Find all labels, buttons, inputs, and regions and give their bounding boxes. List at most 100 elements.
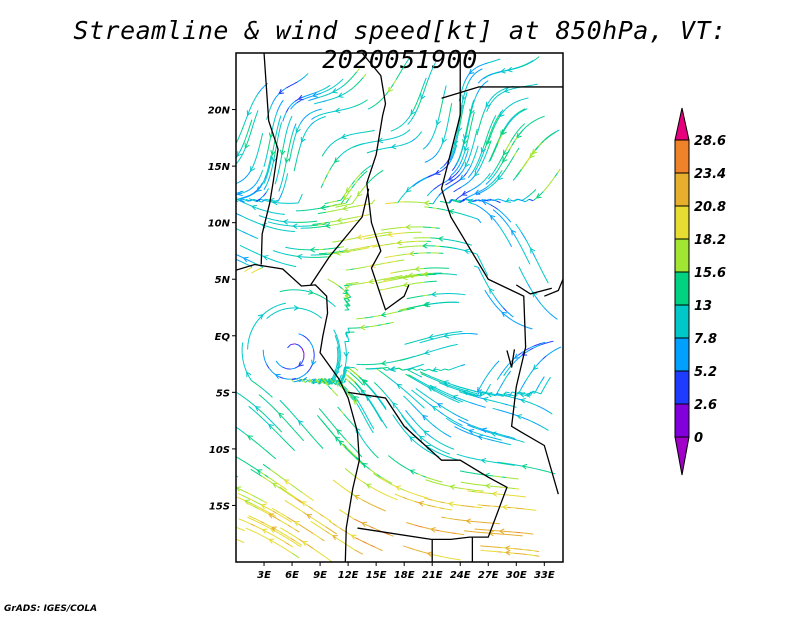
streamline-segment — [313, 102, 319, 105]
streamline-segment — [353, 237, 358, 240]
streamline-segment — [473, 138, 476, 144]
streamline-segment — [475, 161, 479, 167]
streamline-segment — [298, 489, 304, 494]
streamline-segment — [490, 153, 494, 158]
streamline-segment — [337, 203, 342, 206]
streamline-segment — [247, 204, 253, 207]
streamline-segment — [252, 517, 257, 520]
streamline-segment — [391, 277, 397, 280]
streamline-segment — [439, 530, 444, 533]
streamline-segment — [446, 239, 452, 241]
streamline-segment — [266, 466, 271, 470]
streamline-segment — [386, 375, 391, 380]
streamlines — [195, 56, 562, 562]
streamline-segment — [477, 125, 481, 131]
streamline-segment — [479, 428, 484, 432]
streamline-segment — [261, 198, 266, 203]
streamline-segment — [453, 189, 458, 193]
streamline-segment — [269, 159, 272, 165]
streamline-segment — [275, 93, 280, 98]
streamline-segment — [462, 429, 467, 433]
streamline-segment — [221, 200, 225, 201]
streamline-segment — [269, 533, 275, 537]
streamline-segment — [461, 155, 464, 161]
streamline-segment — [350, 268, 355, 271]
streamline-segment — [422, 503, 428, 506]
streamline-segment — [279, 159, 282, 165]
streamline-segment — [416, 368, 421, 371]
streamline-segment — [282, 87, 287, 92]
streamline-segment — [239, 244, 245, 248]
streamline-segment — [301, 76, 306, 80]
streamline-segment — [444, 502, 449, 505]
streamline-segment — [345, 439, 350, 444]
streamline-segment — [389, 276, 395, 279]
streamline-segment — [228, 536, 232, 537]
streamline-segment — [411, 492, 417, 496]
streamline-segment — [220, 254, 224, 255]
streamline-segment — [299, 119, 304, 124]
streamline-segment — [334, 283, 340, 287]
streamline-segment — [353, 375, 358, 379]
streamline-segment — [502, 367, 506, 373]
streamline-segment — [265, 152, 269, 158]
streamline-segment — [258, 414, 263, 419]
streamline-segment — [488, 98, 492, 103]
streamline-segment — [373, 527, 378, 531]
streamline-segment — [252, 97, 257, 102]
streamline-segment — [332, 374, 336, 380]
streamline-segment — [371, 451, 376, 456]
streamline-segment — [351, 370, 357, 374]
streamline-segment — [471, 193, 476, 197]
lon-tick-label: 15E — [366, 570, 387, 581]
streamline-segment — [371, 389, 376, 394]
streamline-segment — [447, 531, 452, 534]
streamline-segment — [412, 405, 417, 410]
streamline-segment — [443, 246, 449, 248]
streamline-segment — [381, 419, 385, 425]
streamline-segment — [438, 390, 444, 394]
streamline-segment — [494, 179, 499, 184]
streamline-segment — [452, 366, 458, 370]
streamline-segment — [473, 403, 478, 406]
streamline-segment — [392, 233, 397, 235]
streamline-segment — [313, 119, 319, 123]
streamline-segment — [254, 471, 259, 475]
streamline-segment — [251, 124, 254, 130]
streamline-segment — [491, 182, 496, 187]
streamline-segment — [346, 221, 351, 223]
streamline-segment — [195, 200, 199, 202]
streamline-segment — [212, 251, 216, 252]
streamline-segment — [225, 523, 229, 524]
streamline-segment — [431, 133, 435, 139]
streamline-segment — [448, 410, 453, 414]
streamline-segment — [308, 506, 314, 510]
streamline-segment — [529, 287, 534, 293]
streamline-segment — [332, 531, 337, 535]
streamline-segment — [266, 308, 271, 313]
streamline-segment — [441, 443, 447, 447]
streamline-segment — [362, 131, 367, 133]
streamline-segment — [438, 480, 443, 483]
streamline-segment — [415, 295, 420, 298]
streamline-segment — [318, 315, 323, 319]
streamline-segment — [261, 475, 266, 480]
streamline-segment — [404, 357, 409, 360]
streamline-segment — [264, 511, 270, 515]
streamline-segment — [259, 195, 264, 200]
lon-tick-label: 30E — [506, 570, 527, 581]
streamline-segment — [365, 420, 369, 425]
streamline-segment — [395, 145, 400, 147]
streamline-segment — [254, 382, 259, 387]
streamline-segment — [250, 468, 255, 473]
streamline-segment — [336, 525, 341, 529]
streamline-segment — [403, 191, 407, 196]
streamline-segment — [495, 360, 500, 365]
streamline-segment — [536, 384, 540, 390]
streamline-segment — [471, 99, 475, 105]
streamline-segment — [336, 87, 341, 91]
streamline-segment — [487, 185, 492, 190]
streamline-segment — [469, 483, 474, 485]
streamline-segment — [242, 460, 247, 464]
streamline-segment — [359, 101, 365, 105]
